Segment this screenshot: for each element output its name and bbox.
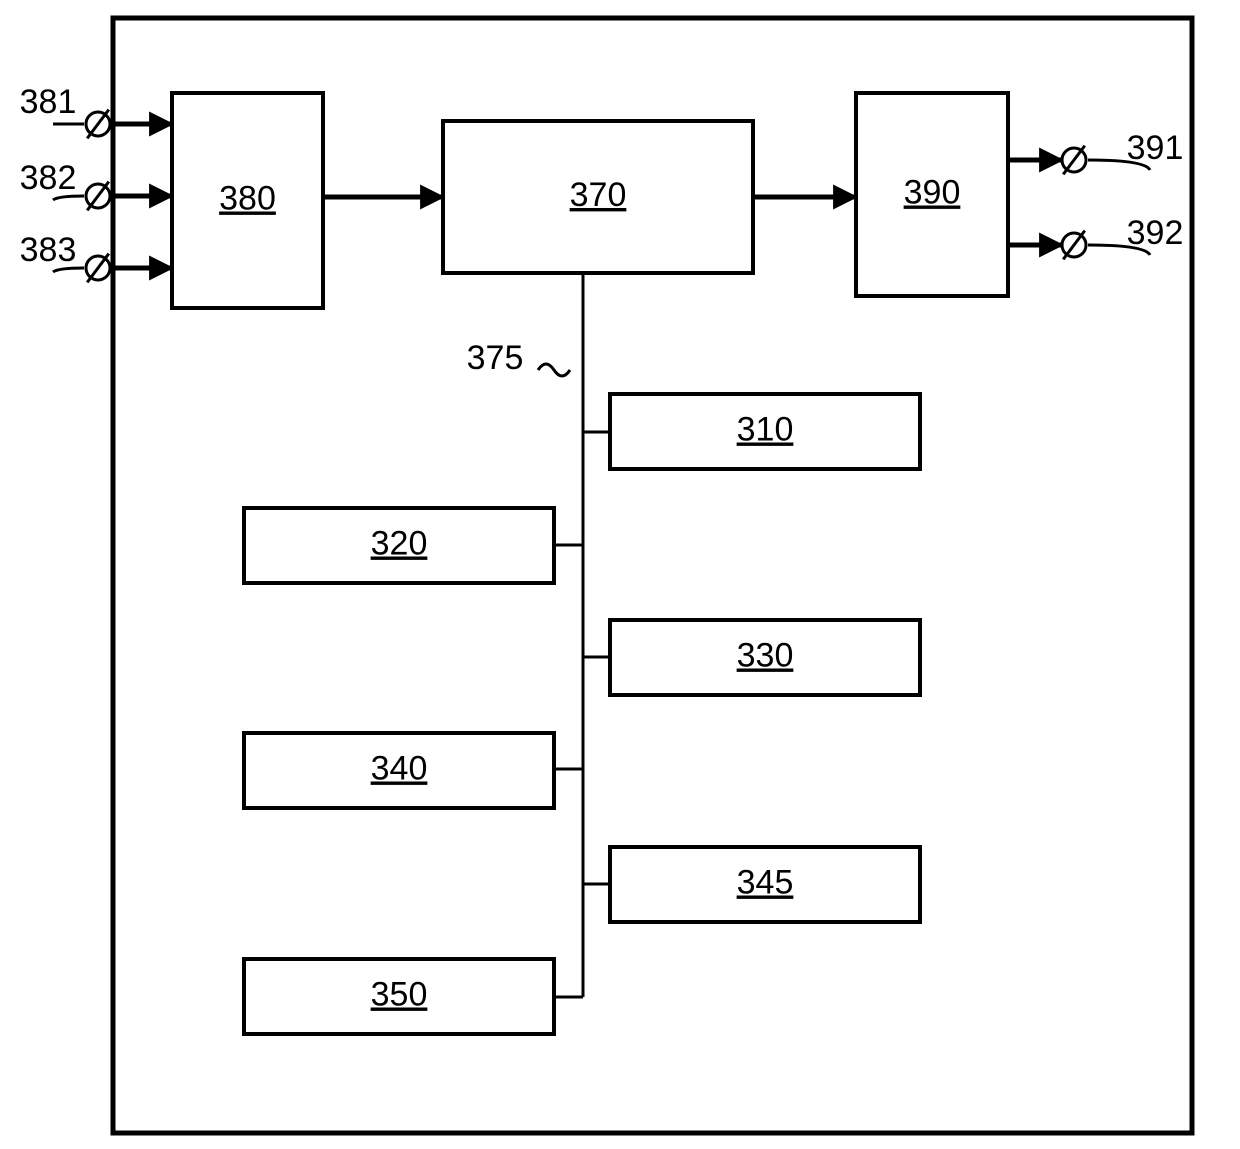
block-label-380: 380 [219,179,276,217]
terminal-label-381: 381 [20,83,77,121]
terminal-label-392: 392 [1127,214,1184,252]
block-label-370: 370 [570,176,627,214]
terminal-label-391: 391 [1127,129,1184,167]
block-label-340: 340 [371,749,428,787]
block-label-345: 345 [737,863,794,901]
terminal-label-383: 383 [20,231,77,269]
block-label-310: 310 [737,410,794,448]
bus-label: 375 [467,339,524,377]
block-label-320: 320 [371,524,428,562]
block-label-350: 350 [371,975,428,1013]
block-label-330: 330 [737,636,794,674]
block-label-390: 390 [904,173,961,211]
terminal-label-382: 382 [20,159,77,197]
